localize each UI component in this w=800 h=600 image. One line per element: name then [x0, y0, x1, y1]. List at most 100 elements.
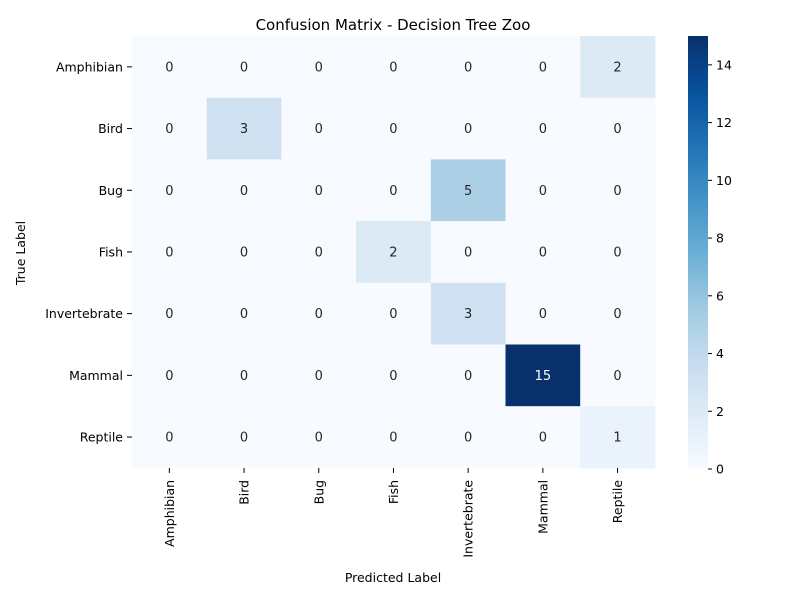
cell-value-label: 0 — [613, 245, 621, 260]
y-tick-label: Invertebrate — [45, 306, 123, 321]
cell-value-label: 0 — [165, 245, 173, 260]
heatmap-cell — [132, 344, 208, 407]
cell-value-label: 0 — [539, 60, 547, 75]
heatmap-cell — [356, 159, 432, 222]
heatmap-cell — [206, 36, 282, 99]
x-tick-label: Amphibian — [162, 480, 177, 547]
heatmap-cell — [430, 406, 506, 469]
cell-value-label: 0 — [240, 369, 248, 384]
x-tick-label: Bird — [237, 480, 252, 505]
heatmap-cell — [580, 36, 656, 99]
heatmap-cell — [206, 97, 282, 160]
colorbar: 0 2 4 6 8 10 12 14 — [688, 36, 732, 477]
cell-value-label: 0 — [165, 184, 173, 199]
heatmap-cell — [580, 159, 656, 222]
cell-value-label: 1 — [613, 431, 621, 446]
heatmap-cell — [356, 282, 432, 345]
cell-value-label: 0 — [315, 184, 323, 199]
colorbar-tick-label: 4 — [716, 346, 724, 361]
x-tick-label: Bug — [311, 480, 326, 504]
heatmap-cell — [281, 344, 357, 407]
cell-value-label: 0 — [315, 60, 323, 75]
cell-value-label: 5 — [464, 184, 472, 199]
heatmap-cell — [430, 221, 506, 284]
x-tick-label: Fish — [386, 480, 401, 504]
heatmap-cell — [356, 344, 432, 407]
cell-value-label: 0 — [240, 431, 248, 446]
x-tick-label: Invertebrate — [461, 480, 476, 558]
heatmap-cell-labels: 0 0 0 0 0 0 2 0 3 0 0 0 0 0 0 0 0 0 5 0 0 0 0 0 2 0 0 0 0 0 0 0 3 0 0 0 0 0 0 0… — [165, 60, 621, 445]
colorbar-tick-label: 6 — [716, 288, 724, 303]
cell-value-label: 0 — [613, 122, 621, 137]
x-axis-label: Predicted Label — [345, 570, 441, 585]
cell-value-label: 0 — [464, 60, 472, 75]
heatmap-cell — [580, 406, 656, 469]
cell-value-label: 0 — [389, 369, 397, 384]
cell-value-label: 2 — [613, 60, 621, 75]
cell-value-label: 0 — [613, 307, 621, 322]
cell-value-label: 0 — [165, 431, 173, 446]
y-axis-label: True Label — [13, 221, 28, 286]
colorbar-gradient — [688, 36, 708, 469]
cell-value-label: 0 — [464, 369, 472, 384]
heatmap-cell — [356, 221, 432, 284]
y-tick-label: Reptile — [80, 430, 124, 445]
heatmap-cell — [206, 282, 282, 345]
colorbar-tick-label: 10 — [716, 173, 732, 188]
heatmap-cells — [132, 36, 656, 469]
heatmap-cell — [132, 159, 208, 222]
heatmap-cell — [132, 97, 208, 160]
cell-value-label: 0 — [464, 431, 472, 446]
cell-value-label: 0 — [240, 307, 248, 322]
heatmap-cell — [430, 36, 506, 99]
heatmap-cell — [580, 97, 656, 160]
heatmap-cell — [430, 344, 506, 407]
heatmap-cell — [505, 159, 581, 222]
heatmap-cell — [505, 344, 581, 407]
cell-value-label: 0 — [539, 307, 547, 322]
cell-value-label: 0 — [389, 122, 397, 137]
heatmap-cell — [356, 406, 432, 469]
heatmap-cell — [505, 97, 581, 160]
cell-value-label: 0 — [389, 60, 397, 75]
heatmap-cell — [132, 36, 208, 99]
heatmap-cell — [356, 36, 432, 99]
cell-value-label: 0 — [315, 245, 323, 260]
heatmap-cell — [206, 406, 282, 469]
cell-value-label: 0 — [464, 122, 472, 137]
heatmap-cell — [281, 282, 357, 345]
heatmap-cell — [281, 159, 357, 222]
heatmap-cell — [430, 282, 506, 345]
cell-value-label: 0 — [389, 431, 397, 446]
cell-value-label: 0 — [389, 184, 397, 199]
heatmap-cell — [430, 97, 506, 160]
heatmap-cell — [206, 221, 282, 284]
colorbar-tick-label: 8 — [716, 231, 724, 246]
heatmap-cell — [132, 282, 208, 345]
cell-value-label: 0 — [315, 307, 323, 322]
heatmap-cell — [505, 221, 581, 284]
cell-value-label: 0 — [165, 307, 173, 322]
chart-title: Confusion Matrix - Decision Tree Zoo — [256, 16, 531, 34]
y-tick-label: Bug — [99, 183, 123, 198]
y-tick-label: Fish — [99, 244, 123, 259]
cell-value-label: 0 — [539, 245, 547, 260]
heatmap-cell — [281, 97, 357, 160]
heatmap-cell — [132, 221, 208, 284]
heatmap-cell — [505, 282, 581, 345]
heatmap-cell — [206, 159, 282, 222]
cell-value-label: 0 — [240, 245, 248, 260]
heatmap-cell — [281, 221, 357, 284]
heatmap-cell — [281, 36, 357, 99]
cell-value-label: 0 — [315, 122, 323, 137]
heatmap-cell — [132, 406, 208, 469]
y-tick-label: Mammal — [69, 368, 123, 383]
cell-value-label: 0 — [165, 60, 173, 75]
colorbar-tick-label: 2 — [716, 404, 724, 419]
cell-value-label: 0 — [389, 307, 397, 322]
cell-value-label: 0 — [539, 184, 547, 199]
y-tick-label: Bird — [98, 121, 123, 136]
heatmap-cell — [580, 344, 656, 407]
cell-value-label: 0 — [315, 369, 323, 384]
heatmap-cell — [580, 221, 656, 284]
